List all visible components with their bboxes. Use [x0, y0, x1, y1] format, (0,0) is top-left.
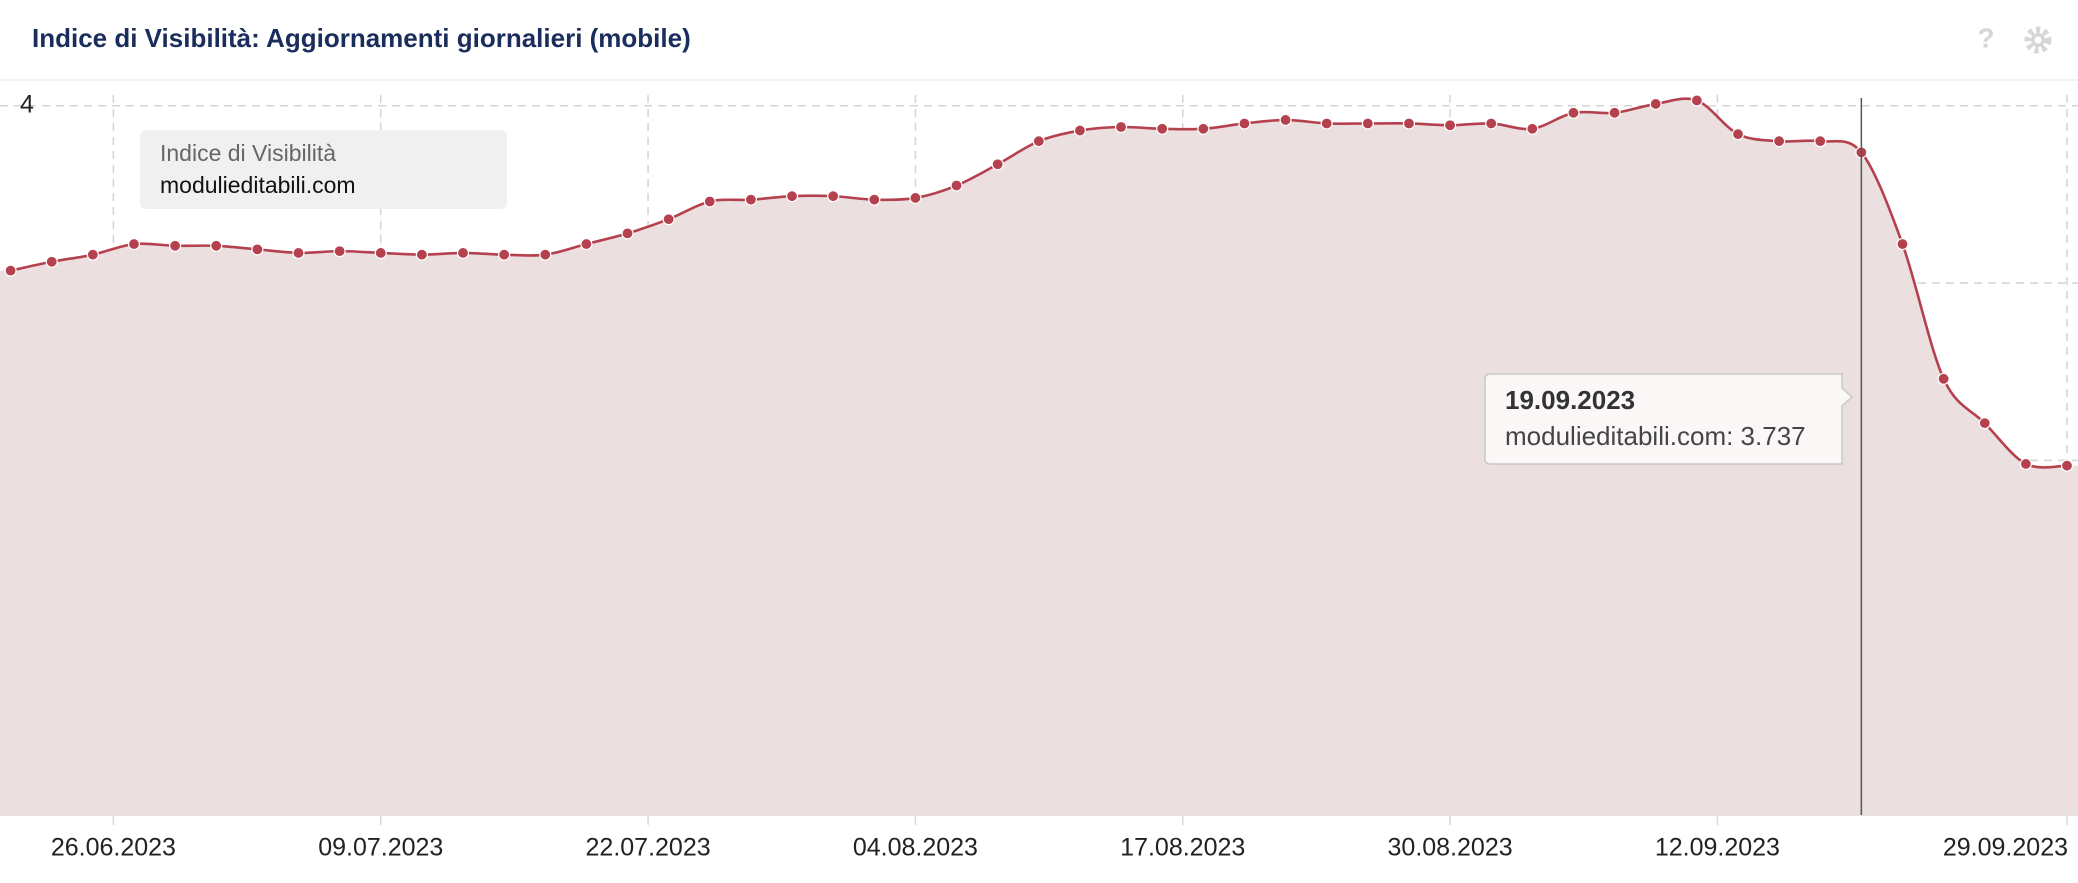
header-title: Indice di Visibilità: Aggiornamenti gior… — [32, 23, 691, 53]
point — [744, 193, 758, 206]
point — [498, 248, 511, 261]
point — [1156, 122, 1169, 135]
point — [1978, 417, 1991, 430]
help-icon[interactable]: ? — [1977, 22, 1994, 53]
point — [1032, 135, 1045, 148]
point — [1238, 117, 1251, 130]
point — [1320, 117, 1333, 130]
point — [210, 239, 223, 252]
point — [374, 246, 387, 260]
point — [703, 195, 716, 208]
legend-title: Indice di Visibilità — [160, 140, 336, 166]
x-tick-label: 26.06.2023 — [51, 834, 176, 862]
tooltip: 19.09.2023 modulieditabili.com: 3.737 — [1484, 373, 1854, 465]
legend: Indice di Visibilità modulieditabili.com — [140, 130, 507, 209]
legend-box — [140, 130, 507, 209]
point — [251, 243, 264, 256]
point — [1114, 120, 1128, 134]
tooltip-text: modulieditabili.com: 3.737 — [1505, 421, 1806, 451]
point — [785, 190, 799, 203]
x-tick-label: 04.08.2023 — [853, 834, 978, 862]
tooltip-title: 19.09.2023 — [1505, 385, 1635, 415]
point — [456, 246, 470, 260]
point — [2019, 457, 2032, 471]
legend-entry: modulieditabili.com — [160, 172, 356, 198]
point — [662, 213, 675, 226]
point — [1608, 106, 1621, 119]
x-tick-label: 17.08.2023 — [1120, 834, 1245, 862]
tooltip-box — [1484, 373, 1854, 465]
point — [621, 227, 634, 240]
line — [10, 97, 2068, 469]
point — [539, 248, 552, 261]
x-tick-label: 29.09.2023 — [1943, 834, 2068, 862]
point — [86, 248, 99, 261]
point — [1649, 97, 1662, 111]
point — [1814, 135, 1827, 148]
point — [1731, 128, 1745, 141]
x-tick-label: 22.07.2023 — [586, 834, 711, 862]
point — [1485, 117, 1498, 130]
point — [127, 237, 141, 251]
point — [1937, 372, 1950, 385]
point — [950, 179, 963, 192]
point — [1443, 119, 1457, 132]
point — [580, 237, 593, 251]
point — [1896, 237, 1909, 251]
point — [333, 245, 346, 258]
x-tick-label: 09.07.2023 — [318, 834, 443, 862]
point — [1073, 124, 1087, 137]
point — [4, 264, 17, 277]
settings-icon[interactable] — [2024, 26, 2052, 54]
point — [415, 248, 428, 261]
svg-text:?: ? — [1977, 22, 1994, 53]
point — [2060, 459, 2074, 472]
y-tick-label: 4 — [20, 90, 34, 118]
point — [1773, 135, 1786, 148]
point — [1361, 117, 1374, 130]
area — [0, 98, 2078, 815]
point — [1402, 117, 1416, 130]
point — [169, 239, 182, 252]
point — [292, 246, 305, 260]
point — [1197, 122, 1210, 135]
point — [1690, 94, 1703, 107]
point — [991, 158, 1004, 171]
point — [45, 255, 58, 268]
x-tick-label: 12.09.2023 — [1655, 834, 1780, 862]
point — [827, 190, 840, 203]
point — [909, 191, 922, 205]
point — [1279, 113, 1292, 127]
point — [868, 193, 881, 206]
x-tick-label: 30.08.2023 — [1388, 834, 1513, 862]
point — [1567, 106, 1580, 119]
point — [1526, 122, 1539, 135]
